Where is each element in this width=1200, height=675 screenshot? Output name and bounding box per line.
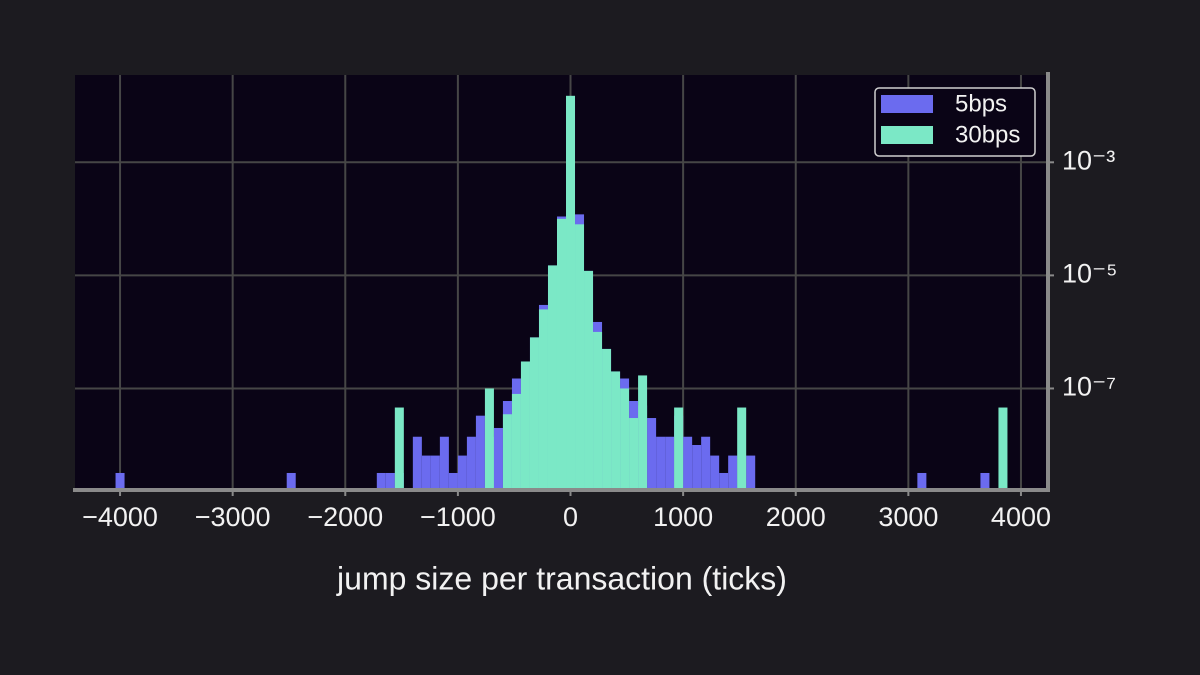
histogram-bar — [529, 337, 539, 490]
histogram-bar — [484, 388, 494, 490]
histogram-bar — [466, 436, 476, 490]
x-tick-label: −1000 — [420, 502, 496, 532]
histogram-bar — [502, 414, 512, 490]
histogram-bar — [710, 455, 720, 490]
histogram-bar — [115, 472, 125, 490]
histogram-bar — [520, 361, 530, 490]
histogram-bar — [746, 455, 756, 490]
histogram-bar — [385, 472, 395, 490]
histogram-bar — [376, 472, 386, 490]
legend-swatch — [881, 126, 933, 144]
histogram-bar — [692, 445, 702, 490]
histogram-bar — [584, 270, 594, 490]
histogram-bar — [611, 371, 621, 490]
histogram-bar — [575, 224, 585, 490]
histogram-bar — [457, 455, 467, 490]
histogram-bar — [728, 455, 738, 490]
legend-label: 30bps — [955, 121, 1020, 148]
histogram-bar — [421, 455, 431, 490]
x-tick-label: −3000 — [195, 502, 271, 532]
histogram-bar — [620, 388, 630, 490]
histogram-bar — [593, 331, 603, 490]
histogram-bar — [674, 407, 684, 490]
histogram-bar — [683, 436, 693, 490]
y-tick-label: 10⁻³ — [1062, 145, 1115, 175]
x-tick-label: −2000 — [307, 502, 383, 532]
histogram-bar — [629, 418, 639, 490]
x-tick-label: 4000 — [991, 502, 1051, 532]
histogram-bar — [439, 436, 449, 490]
x-tick-label: 1000 — [653, 502, 713, 532]
histogram-bar — [656, 436, 666, 490]
histogram-bar — [719, 472, 729, 490]
histogram-bar — [286, 472, 296, 490]
histogram-bar — [430, 455, 440, 490]
histogram-bar — [665, 436, 675, 490]
histogram-bar — [980, 472, 990, 490]
y-tick-label: 10⁻⁷ — [1062, 372, 1116, 402]
histogram-bar — [547, 265, 557, 490]
histogram-bar — [638, 375, 648, 490]
histogram-bar — [917, 472, 927, 490]
histogram-bar — [602, 348, 612, 490]
histogram-bar — [493, 427, 503, 490]
histogram-bar — [538, 309, 548, 490]
x-tick-label: 2000 — [766, 502, 826, 532]
x-axis-label: jump size per transaction (ticks) — [336, 560, 787, 596]
histogram-bar — [556, 218, 567, 490]
x-tick-label: 3000 — [878, 502, 938, 532]
legend-label: 5bps — [955, 90, 1007, 117]
histogram-bar — [701, 436, 711, 490]
histogram-bar — [566, 95, 576, 491]
histogram-bar — [737, 407, 747, 490]
y-tick-label: 10⁻⁵ — [1062, 259, 1117, 289]
histogram-bar — [647, 418, 657, 490]
x-tick-label: −4000 — [82, 502, 158, 532]
histogram-bar — [511, 393, 521, 490]
histogram-bar — [412, 436, 422, 490]
histogram-bar — [998, 407, 1008, 490]
histogram-bar — [475, 415, 485, 490]
histogram-bar — [448, 472, 458, 490]
legend-swatch — [881, 95, 933, 113]
histogram-bar — [394, 407, 404, 490]
x-tick-label: 0 — [563, 502, 578, 532]
